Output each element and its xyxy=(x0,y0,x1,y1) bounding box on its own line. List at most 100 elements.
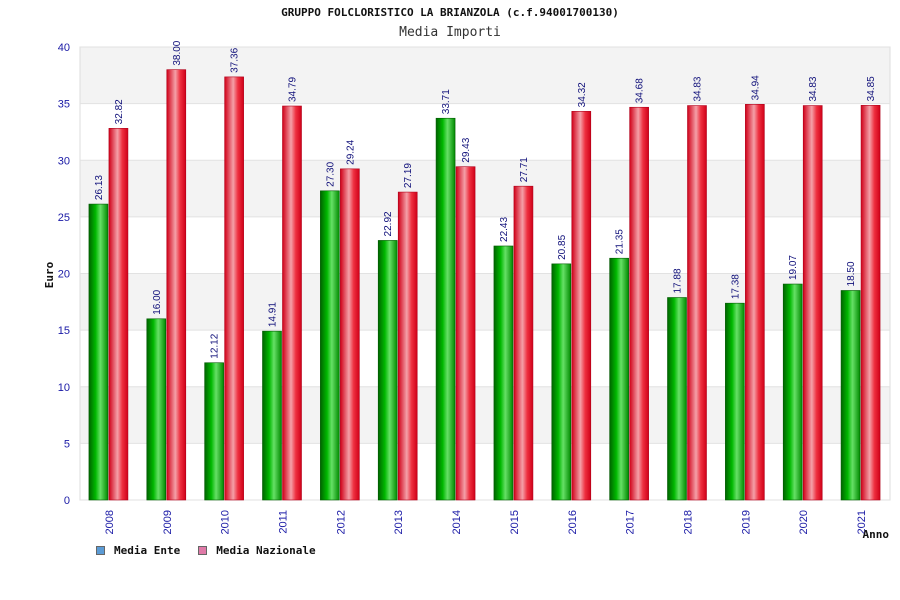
bar-nazionale-2018 xyxy=(687,105,707,501)
y-tick-label: 30 xyxy=(58,155,70,167)
bar-ente-2017 xyxy=(609,257,629,501)
value-label: 34.32 xyxy=(577,82,588,107)
chart-subtitle: Media Importi xyxy=(399,25,501,40)
y-tick-label: 15 xyxy=(58,325,70,337)
bar-nazionale-2008 xyxy=(108,128,129,501)
bar-nazionale-2016 xyxy=(571,111,592,501)
y-tick-label: 5 xyxy=(64,438,70,450)
value-label: 19.07 xyxy=(788,255,799,280)
bar-nazionale-2009 xyxy=(166,69,187,501)
bar-ente-2010 xyxy=(204,362,224,501)
y-tick-label: 25 xyxy=(58,212,70,224)
x-tick-label: 2016 xyxy=(567,510,579,534)
x-tick-label: 2019 xyxy=(740,510,752,534)
value-label: 18.50 xyxy=(846,261,857,286)
y-tick-label: 0 xyxy=(64,495,70,507)
plot-band xyxy=(80,216,890,274)
value-label: 27.30 xyxy=(325,161,336,186)
y-tick-label: 35 xyxy=(58,99,70,111)
plot-band xyxy=(80,103,890,161)
value-label: 34.68 xyxy=(635,78,646,103)
bar-ente-2009 xyxy=(146,318,167,501)
value-label: 29.24 xyxy=(345,139,356,164)
value-label: 16.00 xyxy=(152,289,163,314)
bar-nazionale-2019 xyxy=(745,104,765,501)
x-tick-label: 2009 xyxy=(162,510,174,534)
bar-nazionale-2014 xyxy=(455,166,476,501)
value-label: 33.71 xyxy=(441,89,452,114)
legend: Media Ente Media Nazionale xyxy=(96,543,334,557)
x-tick-label: 2011 xyxy=(278,510,290,534)
value-label: 27.71 xyxy=(519,157,530,182)
x-axis-ticks: 2008 2009 2010 2011 2012 2013 2014 2015 2016 2017… xyxy=(104,510,868,534)
x-tick-label: 2014 xyxy=(451,510,463,534)
value-label: 21.35 xyxy=(615,229,626,254)
plot-band xyxy=(80,160,890,217)
value-label: 34.83 xyxy=(808,76,819,101)
y-axis-label: Euro xyxy=(43,261,56,288)
value-label: 12.12 xyxy=(210,333,221,358)
bar-nazionale-2011 xyxy=(282,105,302,501)
y-tick-label: 10 xyxy=(58,382,70,394)
bar-nazionale-2020 xyxy=(802,105,823,501)
plot-band xyxy=(80,443,890,500)
y-tick-label: 20 xyxy=(58,269,70,281)
value-label: 17.88 xyxy=(673,268,684,293)
bar-ente-2011 xyxy=(262,330,282,501)
bar-ente-2012 xyxy=(320,190,340,501)
value-label: 17.38 xyxy=(730,274,741,299)
value-label: 34.94 xyxy=(750,75,761,100)
plot-band xyxy=(80,386,890,444)
bar-ente-2016 xyxy=(551,263,572,501)
plot-band xyxy=(80,47,890,104)
y-axis-ticks: 0 5 10 15 20 25 30 35 40 xyxy=(58,42,70,507)
bars xyxy=(88,69,881,501)
legend-swatch-nazionale xyxy=(198,545,208,555)
value-label: 22.43 xyxy=(499,217,510,242)
x-tick-label: 2018 xyxy=(683,510,695,534)
bar-ente-2018 xyxy=(667,297,687,501)
value-label: 14.91 xyxy=(268,302,279,327)
plot-band xyxy=(80,273,890,331)
value-labels: 26.13 32.82 16.00 38.00 12.12 37.36 14.91 34.79… xyxy=(94,40,877,359)
plot-band xyxy=(80,330,890,387)
bar-ente-2008 xyxy=(88,203,109,501)
value-label: 34.83 xyxy=(693,76,704,101)
value-label: 27.19 xyxy=(403,163,414,188)
bar-nazionale-2021 xyxy=(860,105,881,501)
bar-nazionale-2012 xyxy=(340,168,360,501)
bar-nazionale-2015 xyxy=(513,185,534,501)
bar-nazionale-2010 xyxy=(224,76,244,501)
legend-item-nazionale: Media Nazionale xyxy=(198,543,316,557)
value-label: 34.79 xyxy=(288,77,299,102)
value-label: 34.85 xyxy=(866,76,877,101)
x-tick-label: 2021 xyxy=(856,510,868,534)
value-label: 38.00 xyxy=(172,40,183,65)
x-tick-label: 2020 xyxy=(798,510,810,534)
bar-ente-2015 xyxy=(493,245,514,501)
value-label: 37.36 xyxy=(230,47,241,72)
bar-ente-2019 xyxy=(725,302,745,501)
value-label: 29.43 xyxy=(461,137,472,162)
bar-ente-2021 xyxy=(840,290,861,501)
legend-swatch-ente xyxy=(96,545,105,555)
legend-item-ente: Media Ente xyxy=(96,544,180,557)
bar-ente-2020 xyxy=(782,283,803,501)
x-tick-label: 2008 xyxy=(104,510,116,534)
x-tick-label: 2013 xyxy=(393,510,405,534)
bar-ente-2013 xyxy=(377,240,398,501)
value-label: 32.82 xyxy=(114,99,125,124)
y-tick-label: 40 xyxy=(58,42,70,54)
x-tick-label: 2015 xyxy=(509,510,521,534)
value-label: 20.85 xyxy=(557,234,568,259)
bar-nazionale-2013 xyxy=(397,191,418,501)
x-tick-label: 2012 xyxy=(335,510,347,534)
x-tick-label: 2017 xyxy=(625,510,637,534)
legend-label-ente: Media Ente xyxy=(114,543,181,557)
x-axis-label: Anno xyxy=(863,528,890,541)
value-label: 22.92 xyxy=(383,211,394,236)
legend-label-nazionale: Media Nazionale xyxy=(216,543,316,557)
bar-ente-2014 xyxy=(435,117,456,501)
chart-title: GRUPPO FOLCLORISTICO LA BRIANZOLA (c.f.9… xyxy=(281,6,619,19)
